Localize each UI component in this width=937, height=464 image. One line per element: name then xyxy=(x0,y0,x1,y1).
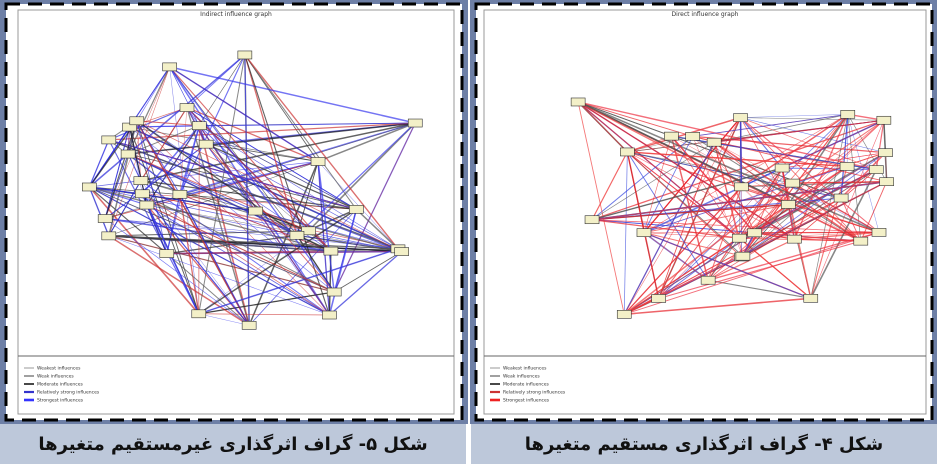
node xyxy=(249,207,263,215)
node xyxy=(192,122,206,130)
caption: شکل ۵- گراف اثرگذاری غیرمستقیم متغیرها xyxy=(0,424,466,464)
legend-label: Moderate influences xyxy=(37,382,83,388)
node xyxy=(173,190,187,198)
node xyxy=(395,248,409,256)
node xyxy=(140,201,154,209)
node xyxy=(327,288,341,296)
node xyxy=(102,136,116,144)
node xyxy=(290,231,304,239)
node xyxy=(880,178,894,186)
node xyxy=(840,162,854,170)
node xyxy=(748,229,762,237)
node xyxy=(701,276,715,284)
node xyxy=(180,104,194,112)
legend-label: Strongest influences xyxy=(37,398,84,404)
node xyxy=(841,110,855,118)
node xyxy=(192,310,206,318)
edge xyxy=(199,126,200,314)
legend-label: Strongest influences xyxy=(503,398,550,404)
node xyxy=(242,321,256,329)
legend-label: Relatively strong influences xyxy=(503,390,566,396)
legend-label: Moderate influences xyxy=(503,382,549,388)
node xyxy=(775,164,789,172)
node xyxy=(130,117,144,125)
legend-label: Weakest influences xyxy=(503,366,547,372)
legend-label: Weak influences xyxy=(37,374,74,380)
node xyxy=(854,237,868,245)
node xyxy=(102,232,116,240)
node xyxy=(238,51,252,59)
divider xyxy=(468,0,470,424)
node xyxy=(652,294,666,302)
graph-title: Indirect influence graph xyxy=(200,11,272,18)
page: Indirect influence graph Direct influenc… xyxy=(0,0,937,464)
legend-label: Weakest influences xyxy=(37,366,81,372)
graph-title: Direct influence graph xyxy=(672,11,739,18)
node xyxy=(877,116,891,124)
node xyxy=(134,177,148,185)
node xyxy=(734,183,748,191)
node xyxy=(349,205,363,213)
graph-image xyxy=(18,10,454,414)
node xyxy=(834,194,848,202)
node xyxy=(121,150,135,158)
node xyxy=(199,140,213,148)
node xyxy=(617,310,631,318)
node xyxy=(571,98,585,106)
caption: شکل ۴- گراف اثرگذاری مستقیم متغیرها xyxy=(471,424,937,464)
node xyxy=(707,138,721,146)
node xyxy=(869,166,883,174)
node xyxy=(732,234,746,242)
node xyxy=(322,311,336,319)
node xyxy=(734,114,748,122)
node xyxy=(163,63,177,71)
node xyxy=(785,179,799,187)
legend-label: Relatively strong influences xyxy=(37,390,100,396)
node xyxy=(585,216,599,224)
node xyxy=(408,119,422,127)
node xyxy=(324,247,338,255)
node xyxy=(664,132,678,140)
node xyxy=(135,190,149,198)
node xyxy=(620,148,634,156)
node xyxy=(82,183,96,191)
node xyxy=(686,132,700,140)
node xyxy=(804,294,818,302)
figure-area: Indirect influence graph Direct influenc… xyxy=(0,0,937,424)
node xyxy=(637,229,651,237)
node xyxy=(872,228,886,236)
node xyxy=(311,157,325,165)
node xyxy=(98,215,112,223)
node xyxy=(781,200,795,208)
node xyxy=(787,235,801,243)
node xyxy=(878,149,892,157)
node xyxy=(160,250,174,258)
node xyxy=(736,252,750,260)
legend-label: Weak influences xyxy=(503,374,540,380)
